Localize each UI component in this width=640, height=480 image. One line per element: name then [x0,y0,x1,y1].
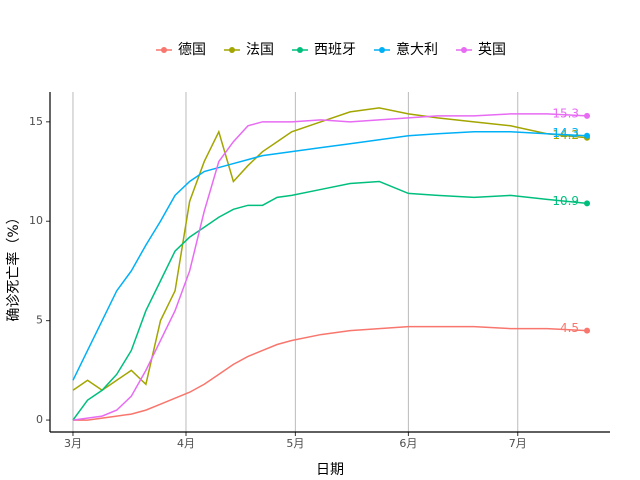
end-point [584,200,591,207]
series-line [72,180,588,421]
x-tick-label: 3月 [64,437,82,450]
x-tick-label: 4月 [177,437,195,450]
series-line [72,113,588,421]
y-tick-label: 5 [36,314,43,327]
end-label: 10.9 [552,194,579,208]
x-tick-label: 7月 [509,437,527,450]
legend-swatch [297,47,303,53]
end-point [584,112,591,119]
x-tick-label: 5月 [286,437,304,450]
legend-label: 德国 [178,42,206,58]
legend-swatch [229,47,235,53]
end-label: 14.3 [552,126,579,140]
series-line [72,325,588,421]
y-tick-label: 0 [36,413,43,426]
legend-swatch [461,47,467,53]
x-tick-label: 6月 [399,437,417,450]
series-line [72,131,588,381]
legend-label: 法国 [246,42,274,58]
legend-label: 西班牙 [314,42,356,58]
y-axis-title: 确诊死亡率（%） [5,210,22,321]
legend-label: 意大利 [396,41,438,58]
legend-label: 英国 [478,41,506,58]
y-tick-label: 15 [29,115,43,128]
x-axis-title: 日期 [316,462,344,478]
legend-swatch [161,47,167,53]
legend-swatch [379,47,385,53]
series-line [72,107,588,392]
end-label: 4.5 [560,321,579,335]
y-tick-label: 10 [29,214,43,227]
end-label: 15.3 [552,106,579,120]
end-point [584,327,591,334]
end-point [584,132,591,139]
